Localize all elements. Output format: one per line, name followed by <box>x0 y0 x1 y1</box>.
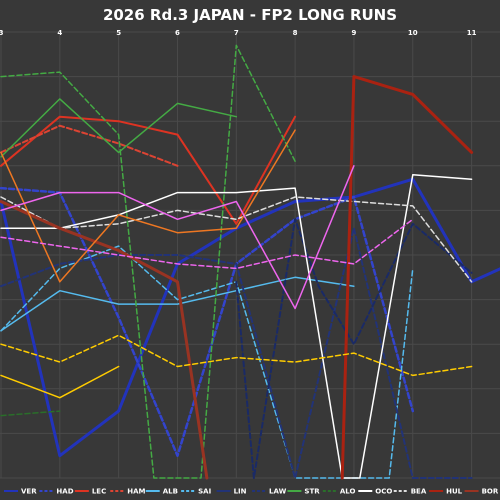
legend-label: HAD <box>56 488 73 496</box>
series-line-pink <box>0 165 355 310</box>
series-line-alo <box>0 410 61 417</box>
x-tick-label: 4 <box>57 29 62 37</box>
legend-label: STR <box>304 488 320 496</box>
series-line-str <box>0 98 238 158</box>
series-line-yeld <box>0 334 473 377</box>
x-tick-label: 5 <box>116 29 121 37</box>
series-line-orange <box>0 129 296 283</box>
legend-label: LAW <box>269 488 287 496</box>
legend: VER HAD LEC HAM ALB SAI LIN LAW STR ALO OCO BEA HUL B… <box>4 488 499 496</box>
legend-label: BOR <box>482 488 499 496</box>
legend-label: HUL <box>446 488 463 496</box>
series-line-lin <box>0 227 473 479</box>
legend-label: VER <box>21 488 37 496</box>
x-tick-label: 7 <box>234 29 239 37</box>
legend-label: BEA <box>411 488 427 496</box>
series-line-law <box>235 218 473 479</box>
series-lines <box>0 44 500 480</box>
x-tick-label: 10 <box>408 29 418 37</box>
series-line-alb <box>0 276 355 332</box>
series-line-str2 <box>0 44 296 479</box>
x-tick-label: 3 <box>0 29 4 37</box>
series-line-pinkd <box>0 218 414 270</box>
series-line-oco <box>0 173 473 479</box>
legend-label: OCO <box>375 488 392 496</box>
series-line-bor <box>0 200 209 480</box>
x-tick-label: 6 <box>175 29 180 37</box>
legend-label: LEC <box>92 488 106 496</box>
legend-label: SAI <box>198 488 211 496</box>
legend-label: ALB <box>163 488 178 496</box>
x-tick-label: 8 <box>293 29 298 37</box>
legend-label: LIN <box>234 488 247 496</box>
chart-title: 2026 Rd.3 JAPAN - FP2 LONG RUNS <box>103 6 397 24</box>
x-tick-label: 9 <box>352 29 357 37</box>
series-line-ver <box>0 177 500 458</box>
series-line-ham <box>0 124 179 167</box>
series-line-hul <box>340 75 474 480</box>
series-line-bea <box>0 196 473 283</box>
legend-label: HAM <box>127 488 145 496</box>
x-tick-label: 11 <box>467 29 477 37</box>
legend-label: ALO <box>340 488 356 496</box>
x-tick-labels: 3 4 5 6 7 8 9 10 11 <box>0 29 477 37</box>
series-line-yel <box>0 365 120 399</box>
